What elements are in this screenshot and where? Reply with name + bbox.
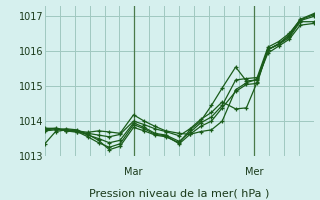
Text: Mer: Mer	[245, 167, 264, 177]
Text: Mar: Mar	[124, 167, 143, 177]
Text: Pression niveau de la mer( hPa ): Pression niveau de la mer( hPa )	[89, 189, 269, 199]
